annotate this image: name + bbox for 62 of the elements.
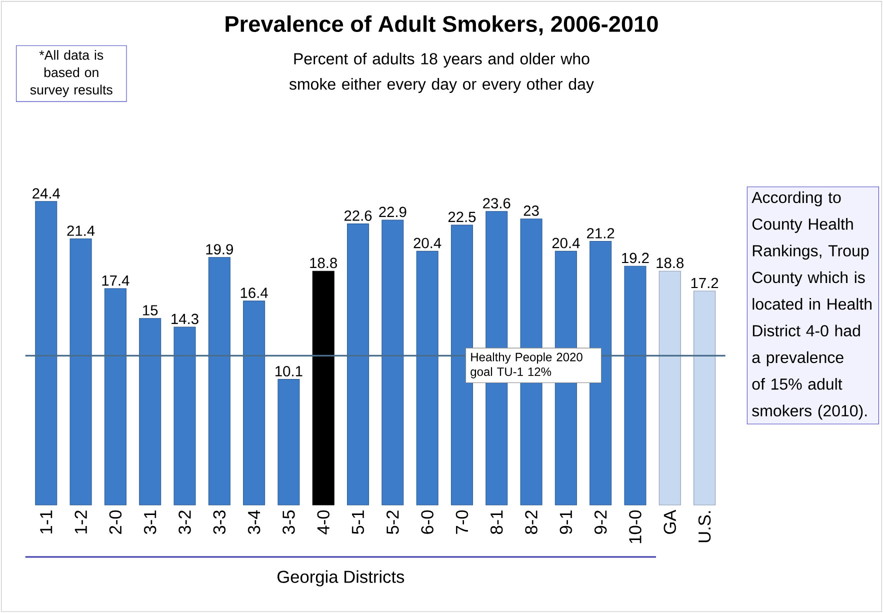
bar xyxy=(590,240,612,506)
bar xyxy=(624,266,646,506)
x-axis-title: Georgia Districts xyxy=(278,570,404,586)
bar xyxy=(347,224,370,506)
x-tick-label: 3-1 xyxy=(144,510,156,534)
x-tick-label: 1-2 xyxy=(74,510,87,534)
x-tick-label: 9-1 xyxy=(560,510,572,534)
bar xyxy=(139,318,162,506)
x-tick-label: 10-0 xyxy=(629,510,642,544)
bar xyxy=(658,270,681,506)
data-label: 10.1 xyxy=(276,366,302,376)
data-label: 21.4 xyxy=(67,226,95,236)
data-label: 15 xyxy=(143,305,158,316)
data-label: 23.6 xyxy=(483,198,510,208)
bar xyxy=(694,290,716,506)
data-label: 16.4 xyxy=(240,288,268,298)
x-tick-label: 1-1 xyxy=(40,510,52,534)
text: According to County Health Rankings, Troup County which is located in Health District 4-0 had a prevalence of 15% adult smokers (2010). xyxy=(752,191,872,420)
data-label: 23 xyxy=(524,206,539,216)
chart-title: Prevalence of Adult Smokers, 2006-2010 xyxy=(226,15,658,36)
x-tick-label: 6-0 xyxy=(421,510,434,534)
data-label: 22.6 xyxy=(344,210,372,221)
bar xyxy=(35,201,58,506)
x-tick-label: 5-1 xyxy=(352,510,364,534)
x-tick-label: 2-0 xyxy=(109,510,122,534)
bar xyxy=(416,250,438,506)
x-tick-label: 3-4 xyxy=(248,510,260,534)
x-tick-label: GA xyxy=(664,510,676,534)
x-tick-label: 7-0 xyxy=(456,510,468,534)
data-label: 19.9 xyxy=(206,244,233,254)
data-label: 18.8 xyxy=(656,258,684,268)
bar xyxy=(312,270,334,506)
bar xyxy=(174,326,196,506)
chart-subtitle: Percent of adults 18 years and older who smoke either every day or every other day xyxy=(289,52,594,93)
x-tick-label: 9-2 xyxy=(594,510,607,534)
bar xyxy=(104,288,126,506)
bar xyxy=(208,257,230,506)
ref-line-label: Healthy People 2020 goal TU-1 12% xyxy=(470,352,582,378)
text: *All data is based on survey results xyxy=(30,50,112,98)
x-tick-label: 4-0 xyxy=(317,510,330,534)
x-tick-label: 5-2 xyxy=(386,510,399,534)
x-tick-label: 3-5 xyxy=(282,510,295,534)
bar xyxy=(278,379,300,506)
data-label: 21.2 xyxy=(587,228,614,238)
data-label: 18.8 xyxy=(310,258,337,268)
bar xyxy=(70,238,92,506)
x-tick-label: U.S. xyxy=(698,511,711,542)
x-tick-label: 8-1 xyxy=(490,510,503,534)
data-label: 22.9 xyxy=(379,206,406,218)
bar xyxy=(243,300,266,506)
x-tick-label: 3-3 xyxy=(213,510,226,534)
data-label: 17.2 xyxy=(691,278,718,288)
data-label: 14.3 xyxy=(172,314,198,324)
data-label: 20.4 xyxy=(552,238,580,248)
data-label: 20.4 xyxy=(414,238,442,248)
data-label: 19.2 xyxy=(622,252,649,264)
data-label: 22.5 xyxy=(448,212,476,222)
data-label: 24.4 xyxy=(32,188,60,198)
x-tick-label: 3-2 xyxy=(178,510,191,534)
data-label: 17.4 xyxy=(102,275,130,286)
bar xyxy=(382,220,404,506)
x-tick-label: 8-2 xyxy=(525,510,538,534)
